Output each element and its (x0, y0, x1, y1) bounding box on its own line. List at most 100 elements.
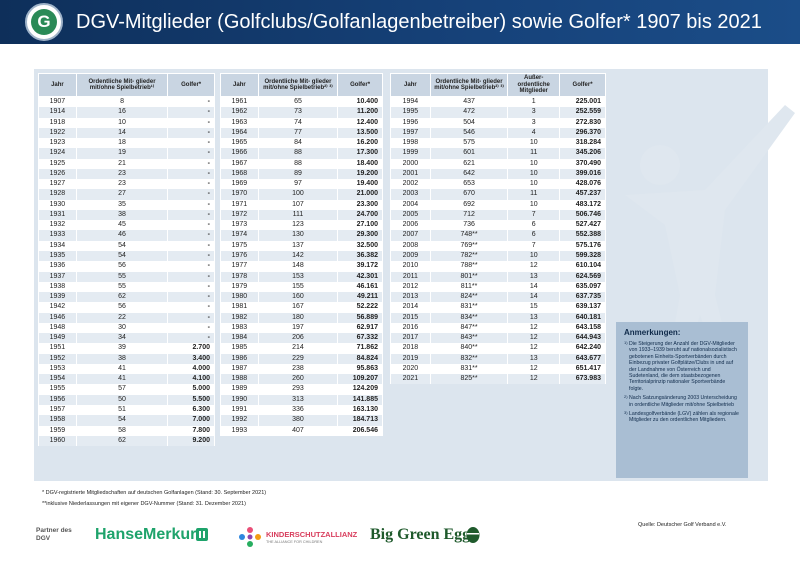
table-row: 1976 142 36.382 (220, 250, 383, 262)
cell-year: 1967 (220, 158, 259, 169)
cell-members: 546 (429, 127, 509, 139)
cell-golfers: 644.943 (559, 333, 606, 344)
note-number: 2) (624, 394, 628, 400)
table-row: 1995 472 3 252.559 (390, 107, 606, 118)
cell-golfers: 651.417 (559, 363, 606, 375)
cell-golfers: 109.207 (337, 374, 383, 385)
cell-golfers: 19.400 (337, 179, 383, 190)
table-row: 1999 601 11 345.206 (390, 148, 606, 159)
cell-golfers: 345.206 (559, 148, 606, 159)
cell-golfers: 318.284 (559, 138, 606, 149)
col-header-golfers: Golfer* (337, 73, 383, 97)
cell-golfers: - (167, 199, 215, 210)
cell-members: 77 (257, 127, 339, 139)
cell-golfers: 46.161 (337, 281, 383, 293)
col-header-golfers: Golfer* (167, 73, 215, 97)
cell-year: 1946 (38, 312, 77, 323)
cell-members: 34 (75, 333, 169, 344)
cell-members: 12 (507, 374, 561, 385)
cell-members: 100 (257, 189, 339, 200)
kinderschutzallianz-logo: KINDERSCHUTZALLIANZ (266, 530, 358, 539)
hansemerkur-logo: HanseMerkur (95, 526, 197, 543)
cell-members: 51 (75, 404, 169, 416)
table-row: 1992 380 184.713 (220, 415, 383, 426)
cell-golfers: 610.104 (559, 261, 606, 272)
cell-members: 180 (257, 312, 339, 323)
cell-year: 1965 (220, 138, 259, 149)
table-row: 1933 46- (38, 230, 215, 241)
cell-members: 57 (75, 384, 169, 395)
table-row: 2009 782** 10 599.328 (390, 250, 606, 262)
table-row: 2001 642 10 399.016 (390, 168, 606, 180)
cell-golfers: 673.983 (559, 374, 606, 385)
cell-golfers: 272.830 (559, 117, 606, 128)
cell-golfers: 95.863 (337, 363, 383, 375)
table-row: 1972 111 24.700 (220, 209, 383, 221)
cell-golfers: - (167, 240, 215, 251)
cell-members: 782** (429, 250, 509, 262)
table-row: 1986 229 84.824 (220, 353, 383, 364)
cell-golfers: 457.237 (559, 189, 606, 200)
cell-members: 65 (257, 96, 339, 108)
table-row: 1936 56- (38, 261, 215, 272)
table-row: 1966 88 17.300 (220, 148, 383, 159)
cell-year: 1983 (220, 322, 259, 334)
big-green-egg-logo: Big Green Egg (370, 526, 471, 543)
table-row: 1931 38- (38, 209, 215, 221)
cell-golfers: 10.400 (337, 96, 383, 108)
cell-year: 1962 (220, 107, 259, 118)
cell-year: 1925 (38, 158, 77, 169)
kinderschutzallianz-mark-icon (239, 527, 261, 547)
cell-members: 30 (75, 322, 169, 334)
table-row: 2014 831** 15 639.137 (390, 302, 606, 313)
cell-golfers: 163.130 (337, 404, 383, 416)
table-row: 1963 74 12.400 (220, 117, 383, 128)
table-row: 1981 167 52.222 (220, 302, 383, 313)
cell-year: 1955 (38, 384, 77, 395)
col-header-members: Ordentliche Mit- glieder mit/ohne Spielb… (429, 73, 509, 97)
table-row: 1959 58 7.800 (38, 425, 215, 436)
cell-year: 2016 (390, 322, 431, 334)
table-row: 1998 575 10 318.284 (390, 138, 606, 149)
cell-year: 1949 (38, 333, 77, 344)
cell-members: 58 (75, 425, 169, 436)
cell-members: 88 (257, 148, 339, 159)
cell-year: 2005 (390, 209, 431, 221)
cell-year: 1931 (38, 209, 77, 221)
cell-golfers: 643.158 (559, 322, 606, 334)
cell-members: 38 (75, 209, 169, 221)
cell-year: 1995 (390, 107, 431, 118)
cell-members: 130 (257, 230, 339, 241)
cell-members: 653 (429, 179, 509, 190)
table-row: 1946 22- (38, 312, 215, 323)
table-row: 1923 18- (38, 138, 215, 149)
cell-year: 1933 (38, 230, 77, 241)
cell-members: 155 (257, 281, 339, 293)
cell-golfers: 27.100 (337, 220, 383, 231)
cell-members: 56 (75, 261, 169, 272)
cell-members: 22 (75, 312, 169, 323)
cell-golfers: 23.300 (337, 199, 383, 210)
cell-golfers: 4.000 (167, 363, 215, 375)
table-row: 2012 811** 14 635.097 (390, 281, 606, 293)
cell-year: 1926 (38, 168, 77, 180)
cell-members: 46 (75, 230, 169, 241)
cell-year: 2012 (390, 281, 431, 293)
cell-members: 811** (429, 281, 509, 293)
cell-year: 1956 (38, 394, 77, 405)
cell-members: 10 (507, 250, 561, 262)
cell-golfers: - (167, 302, 215, 313)
cell-golfers: 575.176 (559, 240, 606, 251)
cell-members: 3 (507, 117, 561, 128)
cell-golfers: - (167, 292, 215, 303)
cell-year: 1942 (38, 302, 77, 313)
cell-members: 38 (75, 353, 169, 364)
cell-members: 142 (257, 250, 339, 262)
cell-golfers: - (167, 322, 215, 334)
col-header-golfers: Golfer* (559, 73, 606, 97)
cell-members: 229 (257, 353, 339, 364)
cell-year: 1992 (220, 415, 259, 426)
table-row: 1938 55- (38, 281, 215, 293)
cell-members: 55 (75, 271, 169, 282)
cell-year: 1975 (220, 240, 259, 251)
